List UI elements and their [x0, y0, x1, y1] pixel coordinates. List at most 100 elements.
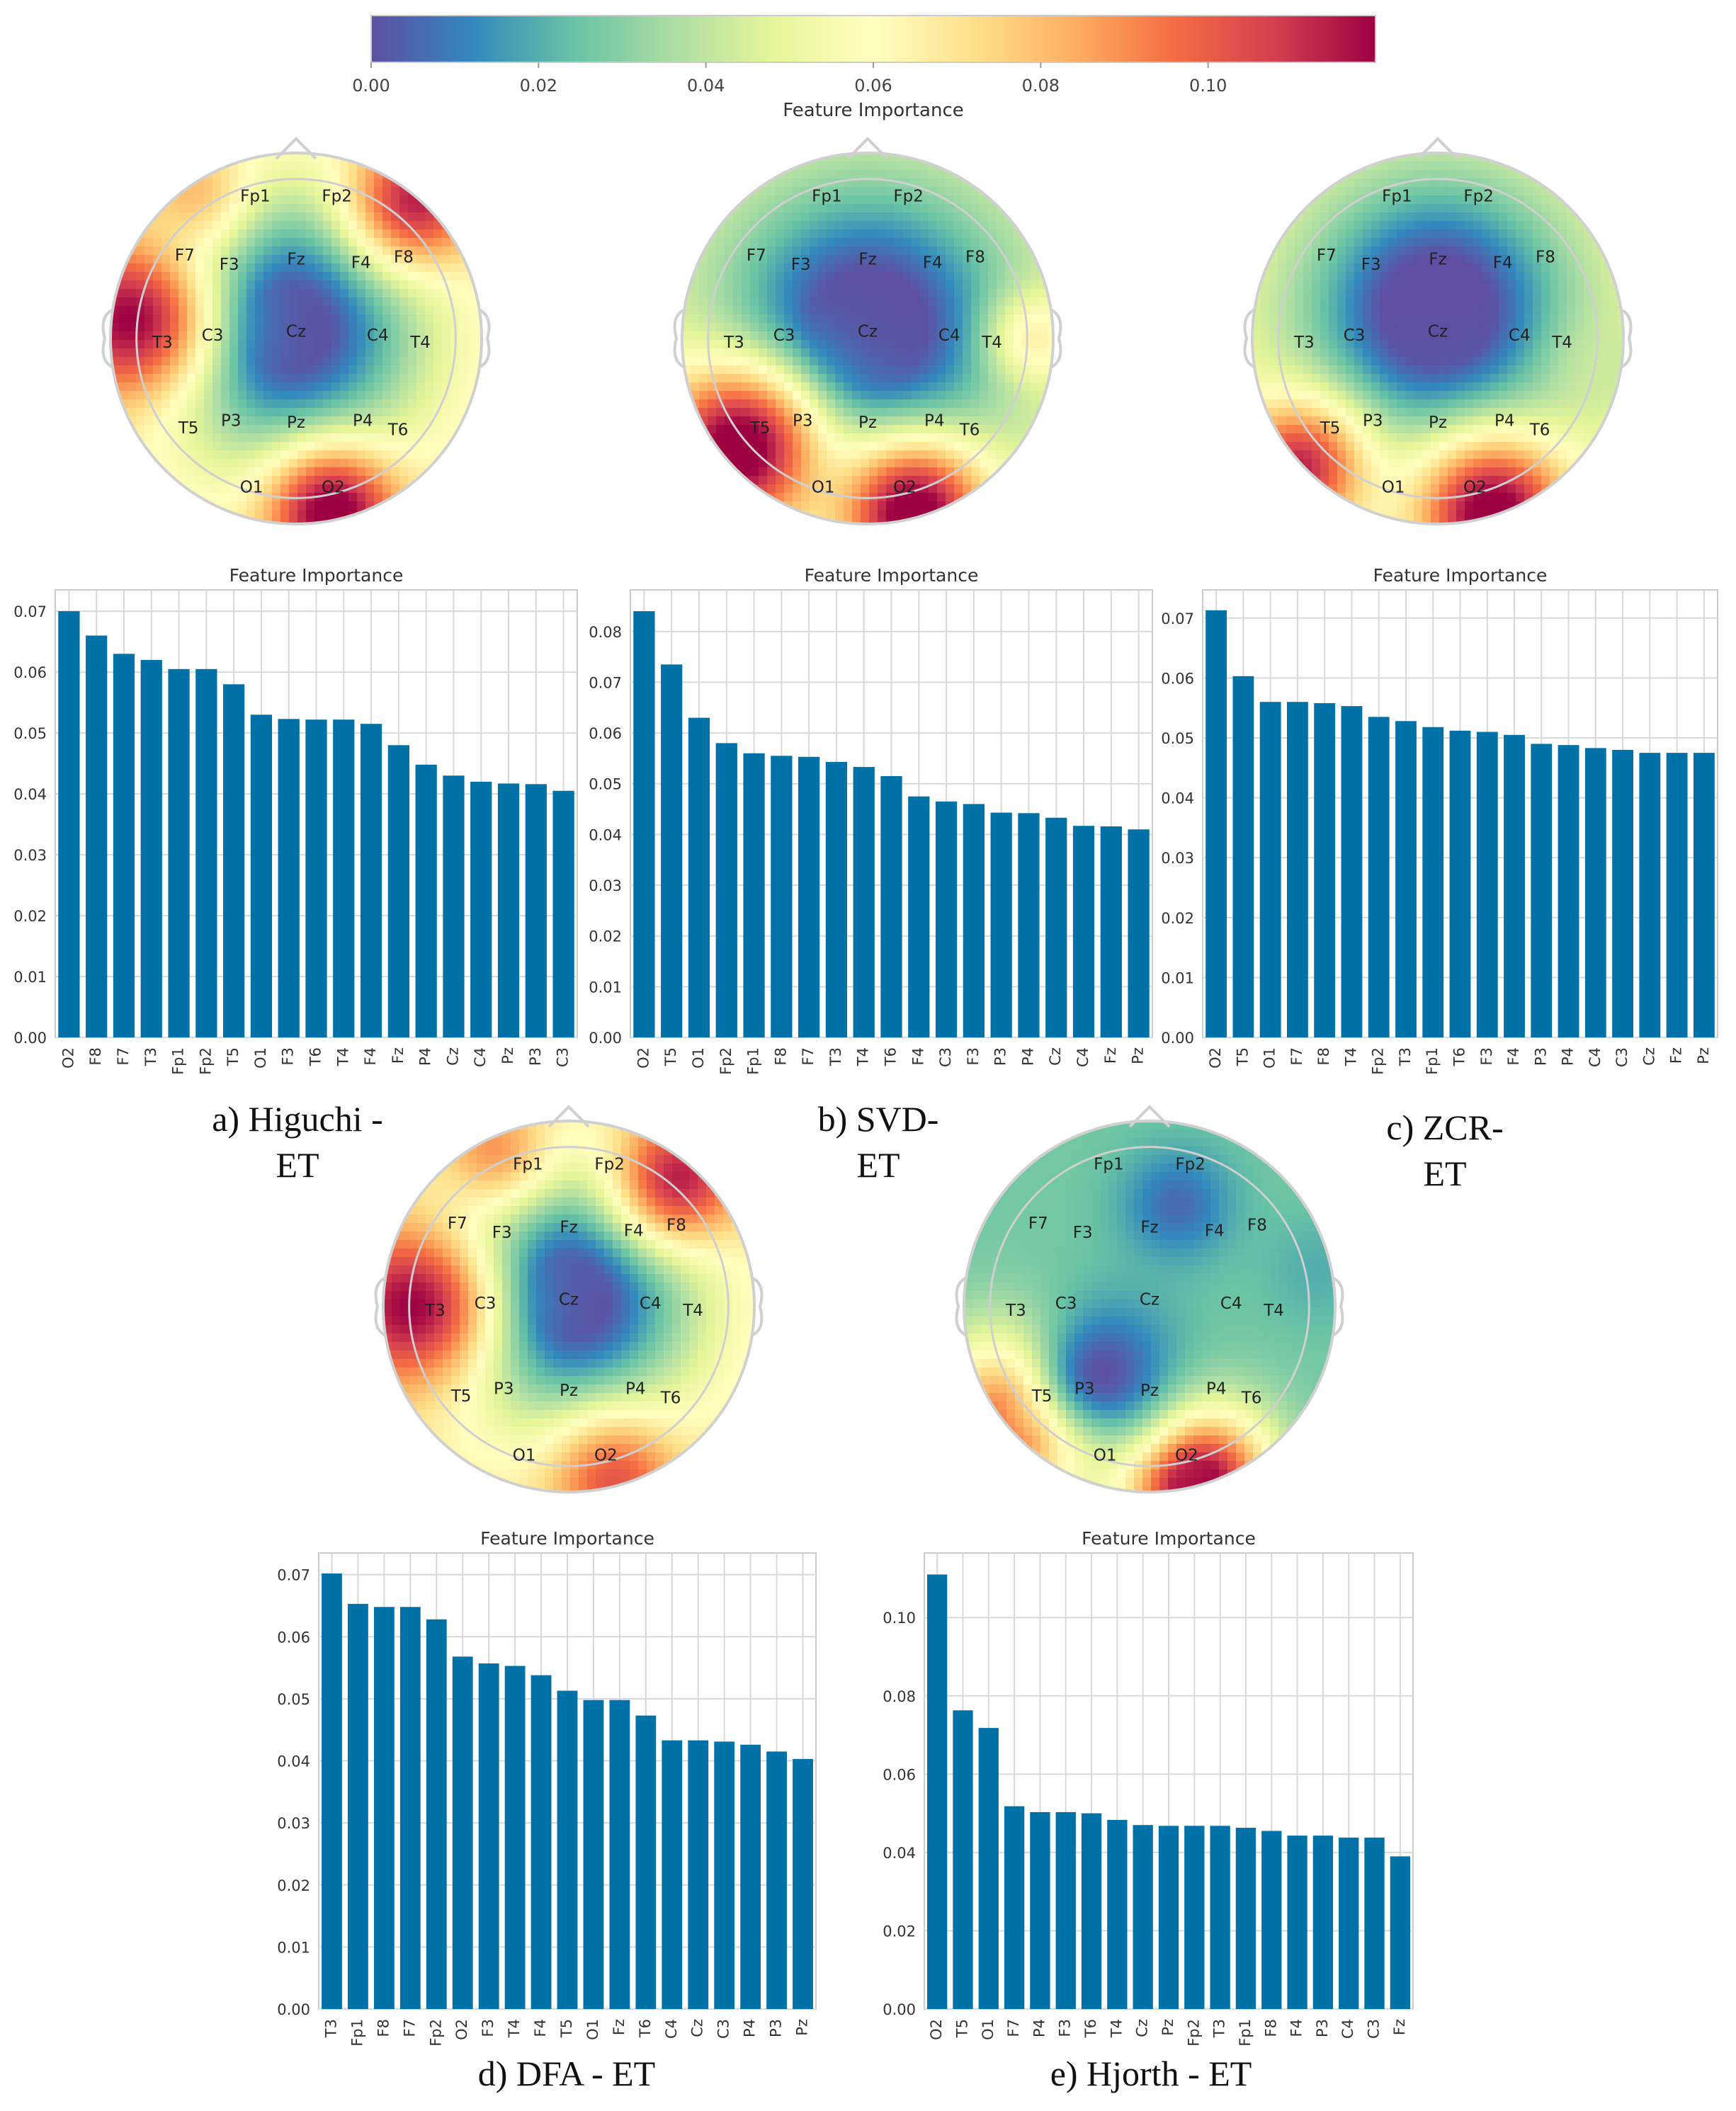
- electrode-label: Fz: [287, 250, 305, 268]
- bar: [662, 1740, 683, 2009]
- x-tick-label: Fz: [1668, 1047, 1685, 1064]
- colorbar-tick-label: 0.04: [687, 76, 725, 96]
- nose-icon: [1128, 1105, 1171, 1128]
- x-tick-label: F7: [1005, 2019, 1022, 2037]
- bar: [1364, 1837, 1385, 2009]
- electrode-label: Pz: [858, 414, 877, 432]
- bar: [140, 659, 162, 1037]
- x-tick-label: T4: [855, 1047, 872, 1066]
- electrode-label: P3: [221, 411, 242, 430]
- bar: [1100, 826, 1122, 1037]
- x-tick-label: O1: [690, 1047, 707, 1069]
- bar: [935, 801, 958, 1037]
- electrode-label: T6: [1529, 421, 1550, 439]
- electrode-label: Cz: [1428, 323, 1448, 341]
- y-tick-label: 0.02: [1161, 910, 1194, 927]
- electrode-label: T4: [1551, 334, 1572, 352]
- x-tick-label: F8: [375, 2019, 392, 2037]
- bar: [1666, 753, 1688, 1037]
- bar-chart-dfa: 0.00 0.01 0.02 0.03 0.04 0.05 0.06 0.07 T3 Fp1 F8 F…: [277, 1528, 817, 2047]
- bar: [740, 1744, 761, 2009]
- colorbar-gradient: [370, 15, 1376, 63]
- y-tick-label: 0.00: [589, 1030, 622, 1047]
- bar: [825, 761, 848, 1037]
- bar: [1314, 702, 1336, 1037]
- bar: [609, 1700, 630, 2009]
- chart-title: Feature Importance: [480, 1528, 654, 1549]
- right-ear-icon: [751, 1277, 764, 1336]
- chart-title: Feature Importance: [1373, 565, 1548, 586]
- y-tick-label: 0.04: [883, 1845, 916, 1862]
- nose-icon: [275, 137, 317, 160]
- electrode-label: F3: [1073, 1224, 1093, 1242]
- electrode-label: C3: [773, 326, 795, 345]
- bar: [1018, 813, 1040, 1037]
- bar: [452, 1656, 473, 2009]
- bar: [880, 775, 902, 1037]
- bar: [387, 745, 409, 1037]
- x-tick-label: Fp1: [745, 1047, 762, 1075]
- x-tick-label: Fp2: [1185, 2019, 1202, 2047]
- y-tick-label: 0.06: [883, 1766, 916, 1783]
- electrode-label: P4: [1206, 1379, 1227, 1398]
- electrode-label: Fp2: [594, 1155, 624, 1173]
- bar: [525, 784, 547, 1037]
- x-tick-label: Cz: [1134, 2019, 1151, 2037]
- bar: [399, 1607, 421, 2009]
- electrode-label: Fp2: [322, 187, 351, 205]
- x-tick-label: F7: [115, 1047, 132, 1065]
- bar: [1558, 745, 1579, 1037]
- electrode-label: T6: [1241, 1389, 1262, 1407]
- panel-svd: Fp1 Fp2 F7 F3 Fz F4 F8 T3 C3 Cz C4 T4 T5 P3 Pz P4 T6 O1 O2…: [589, 137, 1153, 1185]
- topomap-dfa: Fp1 Fp2 F7 F3 Fz F4 F8 T3 C3 Cz C4 T4 T5 P3 Pz P4 T6 O1 O2: [374, 1105, 764, 1493]
- y-tick-label: 0.07: [277, 1567, 310, 1584]
- bar: [1504, 734, 1525, 1037]
- x-tick-label: Fz: [611, 2019, 628, 2035]
- x-tick-label: F7: [401, 2019, 418, 2037]
- electrode-label: Fp1: [1094, 1155, 1123, 1173]
- electrode-label: Pz: [1140, 1382, 1159, 1400]
- caption-line-1: c) ZCR-: [1386, 1108, 1503, 1147]
- bar: [1072, 826, 1095, 1037]
- bar: [1341, 706, 1363, 1037]
- x-tick-label: C3: [555, 1047, 572, 1067]
- y-tick-label: 0.00: [1161, 1030, 1194, 1047]
- electrode-label: C4: [640, 1295, 662, 1313]
- bar: [322, 1573, 342, 2009]
- y-tick-label: 0.05: [277, 1691, 310, 1708]
- electrode-label: P4: [625, 1379, 646, 1398]
- x-tick-label: T4: [506, 2019, 523, 2038]
- x-tick-label: F3: [1478, 1047, 1495, 1065]
- bar: [58, 611, 80, 1037]
- colorbar-label: Feature Importance: [783, 100, 964, 121]
- colorbar-tick-label: 0.06: [854, 76, 892, 96]
- x-tick-label: F4: [1505, 1047, 1522, 1065]
- electrode-label: F7: [1028, 1214, 1048, 1233]
- bar: [1449, 730, 1471, 1037]
- y-tick-label: 0.02: [589, 928, 622, 945]
- y-tick-label: 0.05: [1161, 730, 1194, 747]
- y-tick-label: 0.06: [277, 1629, 310, 1646]
- x-tick-label: T3: [827, 1047, 844, 1066]
- x-tick-label: F4: [909, 1047, 926, 1065]
- electrode-label: Fp1: [240, 187, 270, 205]
- electrode-label: T3: [1293, 334, 1315, 352]
- electrode-label: T3: [152, 334, 173, 352]
- x-tick-label: T4: [334, 1047, 351, 1066]
- x-tick-label: T4: [1108, 2019, 1125, 2038]
- bar: [1612, 749, 1634, 1037]
- x-tick-label: F3: [280, 1047, 297, 1065]
- x-tick-label: T3: [322, 2019, 339, 2038]
- electrode-label: Cz: [1140, 1291, 1159, 1309]
- bar: [195, 668, 217, 1037]
- colorbar-ticks: 0.00 0.02 0.04 0.06 0.08 0.10: [352, 62, 1227, 96]
- x-tick-label: P3: [1314, 2019, 1331, 2037]
- y-tick-label: 0.00: [13, 1030, 47, 1047]
- x-tick-label: Fp2: [197, 1047, 214, 1075]
- bar: [1339, 1837, 1359, 2009]
- electrode-label: F7: [1317, 246, 1337, 265]
- y-tick-label: 0.10: [883, 1610, 916, 1627]
- electrode-label: F8: [394, 249, 414, 267]
- bar: [1531, 744, 1553, 1037]
